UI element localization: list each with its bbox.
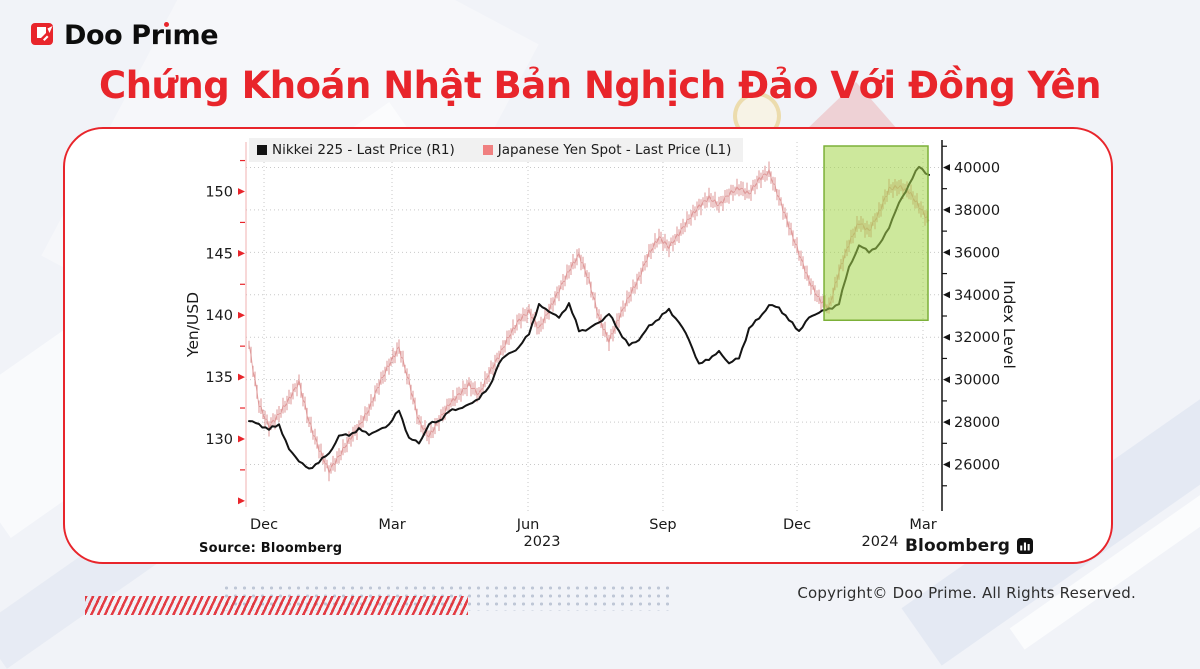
- svg-text:Dec: Dec: [783, 517, 811, 533]
- decorative-triangle: [806, 82, 898, 130]
- source-label: Source: Bloomberg: [199, 541, 343, 556]
- page-title: Chứng Khoán Nhật Bản Nghịch Đảo Với Đồng…: [99, 64, 1101, 107]
- svg-text:Index Level: Index Level: [1000, 280, 1018, 369]
- svg-text:Dec: Dec: [250, 517, 278, 533]
- chart-legend: Nikkei 225 - Last Price (R1) Japanese Ye…: [249, 138, 744, 162]
- legend-item-yen: Japanese Yen Spot - Last Price (L1): [482, 142, 732, 158]
- svg-text:Sep: Sep: [649, 517, 676, 533]
- doo-prime-logo: Doo Prıme: [31, 20, 219, 51]
- svg-text:Yen/USD: Yen/USD: [184, 292, 202, 358]
- svg-text:145: 145: [205, 246, 233, 262]
- svg-text:40000: 40000: [954, 160, 1000, 176]
- logo-text-part: Doo Pr: [64, 20, 164, 51]
- svg-text:2023: 2023: [524, 534, 561, 550]
- legend-label: Japanese Yen Spot - Last Price (L1): [497, 142, 732, 158]
- doo-prime-logo-icon: [31, 23, 53, 45]
- svg-text:Jun: Jun: [516, 517, 540, 533]
- bloomberg-logo-text: Bloomberg: [904, 536, 1010, 556]
- copyright-text: Copyright© Doo Prime. All Rights Reserve…: [797, 584, 1136, 602]
- decorative-red-hatch-stripe: [85, 596, 468, 615]
- svg-text:38000: 38000: [954, 203, 1000, 219]
- svg-text:36000: 36000: [954, 245, 1000, 261]
- legend-swatch-nikkei: [257, 145, 267, 155]
- bloomberg-logo: Bloomberg: [905, 536, 1033, 556]
- svg-text:34000: 34000: [954, 288, 1000, 304]
- svg-text:140: 140: [205, 308, 233, 324]
- bloomberg-icon: [1017, 538, 1033, 554]
- svg-text:130: 130: [205, 432, 233, 448]
- doo-prime-logo-text: Doo Prıme: [64, 20, 219, 51]
- svg-text:135: 135: [205, 370, 233, 386]
- svg-text:150: 150: [205, 184, 233, 200]
- svg-text:30000: 30000: [954, 373, 1000, 389]
- svg-text:26000: 26000: [954, 458, 1000, 474]
- legend-swatch-yen: [482, 145, 493, 155]
- chart-card: 130 135 140 145 150 26000 28000 30000 32000 34000…: [63, 127, 1113, 564]
- logo-text-part: me: [172, 20, 219, 51]
- legend-label: Nikkei 225 - Last Price (R1): [272, 142, 455, 158]
- svg-text:2024: 2024: [862, 534, 899, 550]
- logo-text-i: ı: [163, 20, 173, 51]
- svg-text:Mar: Mar: [909, 517, 936, 533]
- legend-item-nikkei: Nikkei 225 - Last Price (R1): [257, 142, 455, 158]
- chart-canvas: 130 135 140 145 150 26000 28000 30000 32000 34000…: [184, 140, 1018, 550]
- svg-text:Mar: Mar: [378, 517, 405, 533]
- svg-text:32000: 32000: [954, 330, 1000, 346]
- svg-text:28000: 28000: [954, 415, 1000, 431]
